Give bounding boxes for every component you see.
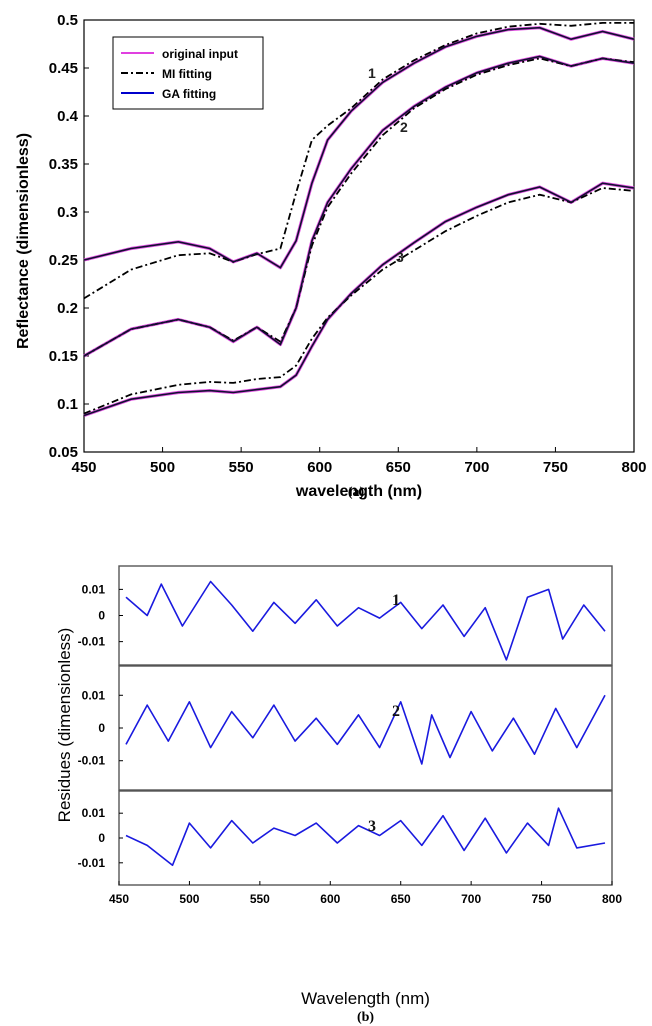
x-tick-label: 750 bbox=[532, 892, 552, 906]
residue-series-2 bbox=[125, 694, 606, 765]
y-tick-label: 0.5 bbox=[57, 12, 78, 29]
legend-entry: MI fitting bbox=[162, 67, 212, 81]
y-tick-label: 0 bbox=[98, 831, 105, 845]
subplot-label-2: 2 bbox=[392, 703, 400, 720]
y-tick-label: 0.35 bbox=[49, 156, 78, 173]
legend-entry: GA fitting bbox=[162, 87, 216, 101]
x-tick-label: 600 bbox=[320, 892, 340, 906]
y-tick-label: 0.25 bbox=[49, 252, 78, 269]
x-tick-label: 650 bbox=[391, 892, 411, 906]
curve-label-3: 3 bbox=[396, 249, 404, 265]
x-tick-label: 700 bbox=[461, 892, 481, 906]
residue-subplot-2 bbox=[118, 665, 613, 791]
y-tick-label: -0.01 bbox=[78, 635, 106, 649]
x-tick-label: 800 bbox=[621, 459, 646, 476]
x-tick-label: 450 bbox=[109, 892, 129, 906]
series-ga-fitting-curve-2 bbox=[83, 55, 635, 357]
x-tick-label: 650 bbox=[386, 459, 411, 476]
y-tick-label: 0 bbox=[98, 609, 105, 623]
x-tick-label: 500 bbox=[179, 892, 199, 906]
residue-series-1 bbox=[125, 580, 606, 661]
panel-label-b: (b) bbox=[357, 1010, 374, 1025]
y-axis-label: Reflectance (dimensionless) bbox=[15, 133, 32, 349]
residue-series-3 bbox=[125, 807, 606, 867]
panel-label-a: (a) bbox=[348, 485, 365, 500]
y-axis-label: Residues (dimensionless) bbox=[55, 628, 74, 823]
residue-subplot-3 bbox=[118, 790, 613, 886]
y-tick-label: -0.01 bbox=[78, 754, 106, 768]
y-tick-label: 0.3 bbox=[57, 204, 78, 221]
legend-entry: original input bbox=[162, 47, 238, 61]
subplot-label-1: 1 bbox=[392, 592, 400, 609]
y-tick-label: 0.05 bbox=[49, 444, 78, 461]
y-tick-label: 0.45 bbox=[49, 60, 78, 77]
x-tick-label: 550 bbox=[229, 459, 254, 476]
x-tick-label: 800 bbox=[602, 892, 622, 906]
panel-b: 0.01 0 -0.01 1 0.01 0 -0.01 2 0.01 0 -0.01 3 450 500 5… bbox=[55, 565, 622, 1025]
y-tick-label: 0.1 bbox=[57, 396, 78, 413]
curve-label-2: 2 bbox=[400, 119, 408, 135]
x-axis-label: Wavelength (nm) bbox=[301, 989, 430, 1008]
x-axis-label: wavelength (nm) bbox=[295, 483, 422, 500]
x-tick-label: 450 bbox=[71, 459, 96, 476]
x-tick-label: 550 bbox=[250, 892, 270, 906]
series-mi-fitting-curve-3 bbox=[83, 187, 635, 415]
x-tick-label: 500 bbox=[150, 459, 175, 476]
curve-label-1: 1 bbox=[368, 65, 376, 81]
y-tick-label: 0 bbox=[98, 721, 105, 735]
y-tick-label: 0.01 bbox=[82, 582, 106, 596]
y-tick-label: 0.01 bbox=[82, 688, 106, 702]
y-tick-label: 0.01 bbox=[82, 806, 106, 820]
y-tick-label: 0.4 bbox=[57, 108, 79, 125]
residue-subplot-1 bbox=[118, 565, 613, 666]
y-tick-label: 0.15 bbox=[49, 348, 78, 365]
y-tick-label: 0.2 bbox=[57, 300, 78, 317]
x-tick-label: 600 bbox=[307, 459, 332, 476]
y-tick-label: -0.01 bbox=[78, 856, 106, 870]
subplot-label-3: 3 bbox=[368, 818, 376, 835]
x-tick-label: 750 bbox=[543, 459, 568, 476]
panel-a: 450 500 550 600 650 700 750 800 0.05 0.1 0.15 0.2 0.… bbox=[15, 12, 647, 500]
legend: original input MI fitting GA fitting bbox=[112, 36, 264, 110]
x-tick-label: 700 bbox=[464, 459, 489, 476]
series-ga-fitting-curve-3 bbox=[83, 182, 635, 417]
series-mi-fitting-curve-1 bbox=[83, 21, 634, 300]
series-ga-fitting-curve-1 bbox=[83, 26, 635, 269]
